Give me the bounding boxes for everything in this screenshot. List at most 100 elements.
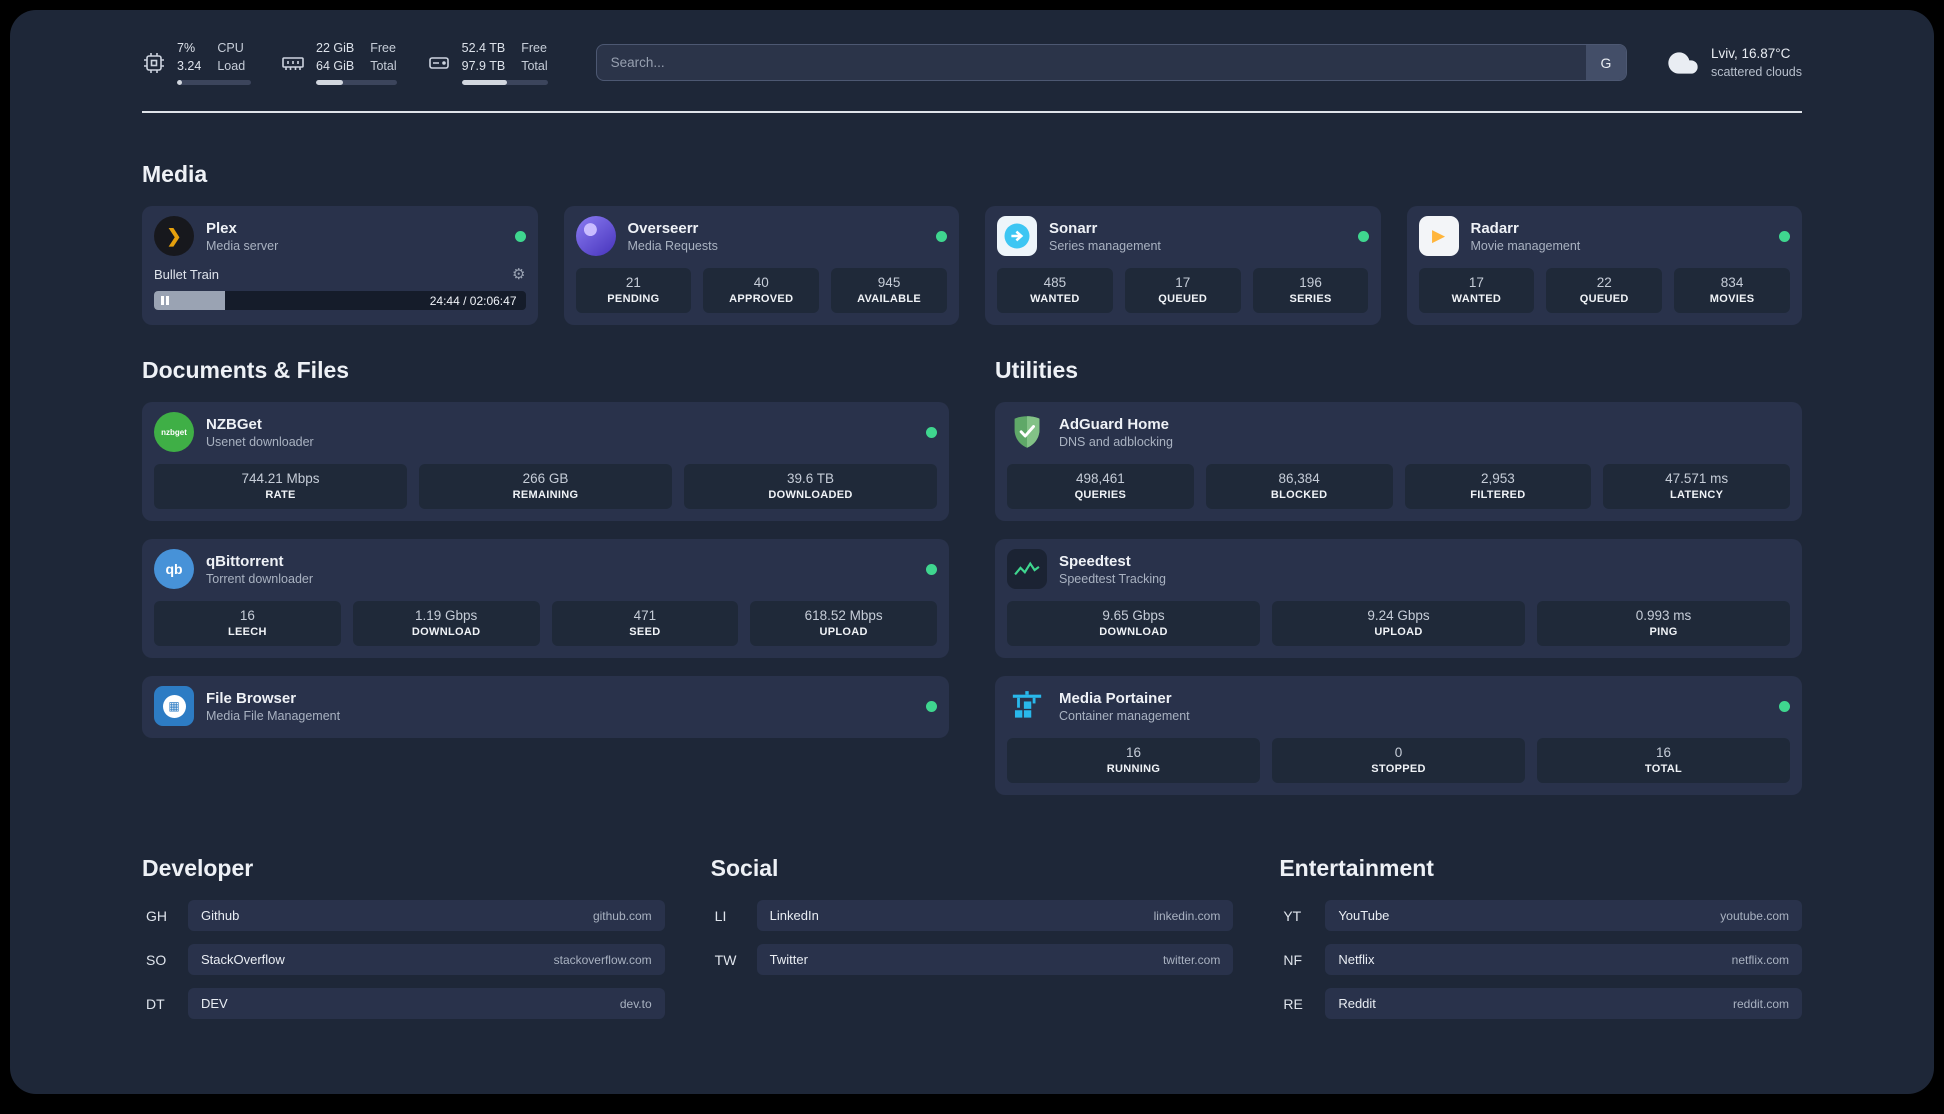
bookmark-group-title: Developer (142, 855, 254, 881)
weather-location: Lviv, 16.87°C (1710, 45, 1791, 61)
stat-label: DOWNLOAD (411, 626, 481, 638)
app-name: AdGuard Home (1059, 415, 1170, 433)
search-input[interactable] (595, 44, 1627, 81)
stat-label: APPROVED (729, 293, 794, 305)
bookmark-item: SO StackOverflow stackoverflow.com (142, 944, 665, 975)
memory-widget: 22 GiB 64 GiB Free Total (281, 40, 397, 85)
cpu-widget: 7% 3.24 CPU Load (142, 40, 251, 85)
stat-tile: 945 AVAILABLE (831, 268, 947, 313)
stat-tile: 834 MOVIES (1674, 268, 1790, 313)
bookmark-link-dev[interactable]: DEV dev.to (188, 988, 665, 1019)
stat-tile: 9.24 Gbps UPLOAD (1272, 601, 1525, 646)
stat-label: BLOCKED (1270, 489, 1328, 501)
adguard-card[interactable]: AdGuard Home DNS and adblocking 498,461 … (995, 402, 1802, 521)
media-section-title: Media (142, 161, 208, 187)
player-progress[interactable]: 24:44 / 02:06:47 (154, 291, 526, 310)
plex-card[interactable]: ❯ Plex Media server Bullet Train ⚙ (142, 206, 538, 325)
status-dot (1357, 230, 1369, 242)
memory-icon (281, 51, 305, 75)
stat-label: PENDING (607, 293, 660, 305)
bookmark-link-stackoverflow[interactable]: StackOverflow stackoverflow.com (188, 944, 665, 975)
stat-value: 86,384 (1278, 471, 1320, 486)
player-time: 24:44 / 02:06:47 (429, 293, 517, 308)
stat-label: UPLOAD (819, 626, 868, 638)
weather-condition: scattered clouds (1710, 65, 1802, 80)
stat-label: QUEUED (1579, 293, 1629, 305)
portainer-icon (1007, 686, 1047, 726)
bookmark-item: GH Github github.com (142, 900, 665, 931)
bookmark-group-title: Social (710, 855, 779, 881)
stat-label: QUEUED (1158, 293, 1208, 305)
stat-label: DOWNLOAD (1099, 626, 1168, 638)
stat-label: PING (1649, 626, 1678, 638)
app-subtitle: Media File Management (206, 708, 341, 723)
overseerr-card[interactable]: Overseerr Media Requests 21 PENDING 40 A… (563, 206, 959, 325)
bookmark-group-social: Social LI LinkedIn linkedin.com TW Twitt… (711, 855, 1234, 1032)
bookmark-url: youtube.com (1720, 908, 1789, 923)
search-bar: G (595, 44, 1627, 81)
cpu-progress-fill (177, 80, 183, 85)
bookmark-url: dev.to (619, 996, 652, 1011)
app-subtitle: Media server (206, 238, 279, 253)
qbittorrent-icon: qb (154, 549, 194, 589)
nzbget-icon: nzbget (154, 412, 194, 452)
app-name: File Browser (206, 689, 297, 707)
radarr-card[interactable]: ▶ Radarr Movie management 17 WANTED (1406, 206, 1802, 325)
stat-label: DOWNLOADED (768, 489, 853, 501)
nzbget-card[interactable]: nzbget NZBGet Usenet downloader 744.21 M… (142, 402, 949, 521)
bookmark-url: reddit.com (1732, 996, 1789, 1011)
stat-label: RATE (265, 489, 296, 501)
stat-value: 16 (239, 608, 255, 623)
documents-section: Documents & Files nzbget NZBGet Usenet d… (142, 357, 949, 738)
filebrowser-card[interactable]: ▦ File Browser Media File Management (142, 676, 949, 738)
bookmark-abbr: GH (146, 907, 167, 924)
disk-total-label: Total (521, 58, 548, 73)
bookmark-link-linkedin[interactable]: LinkedIn linkedin.com (756, 900, 1234, 931)
pause-icon[interactable] (161, 296, 169, 305)
bookmark-name: YouTube (1338, 908, 1390, 923)
stat-value: 498,461 (1075, 471, 1125, 486)
disk-total-value: 97.9 TB (461, 58, 506, 73)
adguard-icon (1007, 412, 1047, 452)
stat-tile: 16 TOTAL (1537, 738, 1790, 783)
search-provider-button[interactable]: G (1585, 45, 1626, 80)
stat-tile: 39.6 TB DOWNLOADED (684, 464, 937, 509)
cpu-load-value: 3.24 (177, 58, 202, 73)
stat-label: TOTAL (1644, 763, 1683, 775)
stat-label: AVAILABLE (857, 293, 922, 305)
bookmark-link-reddit[interactable]: Reddit reddit.com (1325, 988, 1802, 1019)
bookmark-item: NF Netflix netflix.com (1279, 944, 1802, 975)
stat-tile: 0 STOPPED (1272, 738, 1525, 783)
documents-section-title: Documents & Files (142, 357, 350, 383)
status-dot (514, 230, 526, 242)
stat-value: 40 (753, 275, 769, 290)
stat-label: QUERIES (1074, 489, 1127, 501)
bookmark-name: LinkedIn (769, 908, 819, 923)
portainer-card[interactable]: Media Portainer Container management 16 … (995, 676, 1802, 795)
gear-icon[interactable]: ⚙ (512, 266, 526, 283)
bookmark-link-github[interactable]: Github github.com (188, 900, 665, 931)
qbittorrent-card[interactable]: qb qBittorrent Torrent downloader 16 LEE… (142, 539, 949, 658)
filebrowser-icon: ▦ (154, 686, 194, 726)
disk-progress-bar (461, 80, 548, 85)
disk-widget: 52.4 TB 97.9 TB Free Total (427, 40, 548, 85)
bookmark-link-twitter[interactable]: Twitter twitter.com (756, 944, 1234, 975)
speedtest-card[interactable]: Speedtest Speedtest Tracking 9.65 Gbps D… (995, 539, 1802, 658)
status-dot (936, 230, 947, 242)
bookmark-url: linkedin.com (1153, 908, 1221, 923)
stat-tile: 2,953 FILTERED (1404, 464, 1592, 509)
app-name: Plex (206, 219, 237, 237)
dashboard-page: 7% 3.24 CPU Load (10, 10, 1934, 1094)
app-subtitle: Usenet downloader (206, 434, 314, 449)
overseerr-icon (575, 216, 616, 256)
app-subtitle: Container management (1059, 708, 1190, 723)
bookmark-link-youtube[interactable]: YouTube youtube.com (1325, 900, 1802, 931)
bookmark-item: TW Twitter twitter.com (711, 944, 1234, 975)
cpu-icon (142, 51, 166, 75)
bookmark-link-netflix[interactable]: Netflix netflix.com (1325, 944, 1802, 975)
app-name: qBittorrent (206, 552, 284, 570)
stat-value: 744.21 Mbps (241, 471, 320, 486)
stat-label: WANTED (1451, 293, 1502, 305)
speedtest-icon (1007, 549, 1047, 589)
sonarr-card[interactable]: Sonarr Series management 485 WANTED 17 Q… (985, 206, 1381, 325)
